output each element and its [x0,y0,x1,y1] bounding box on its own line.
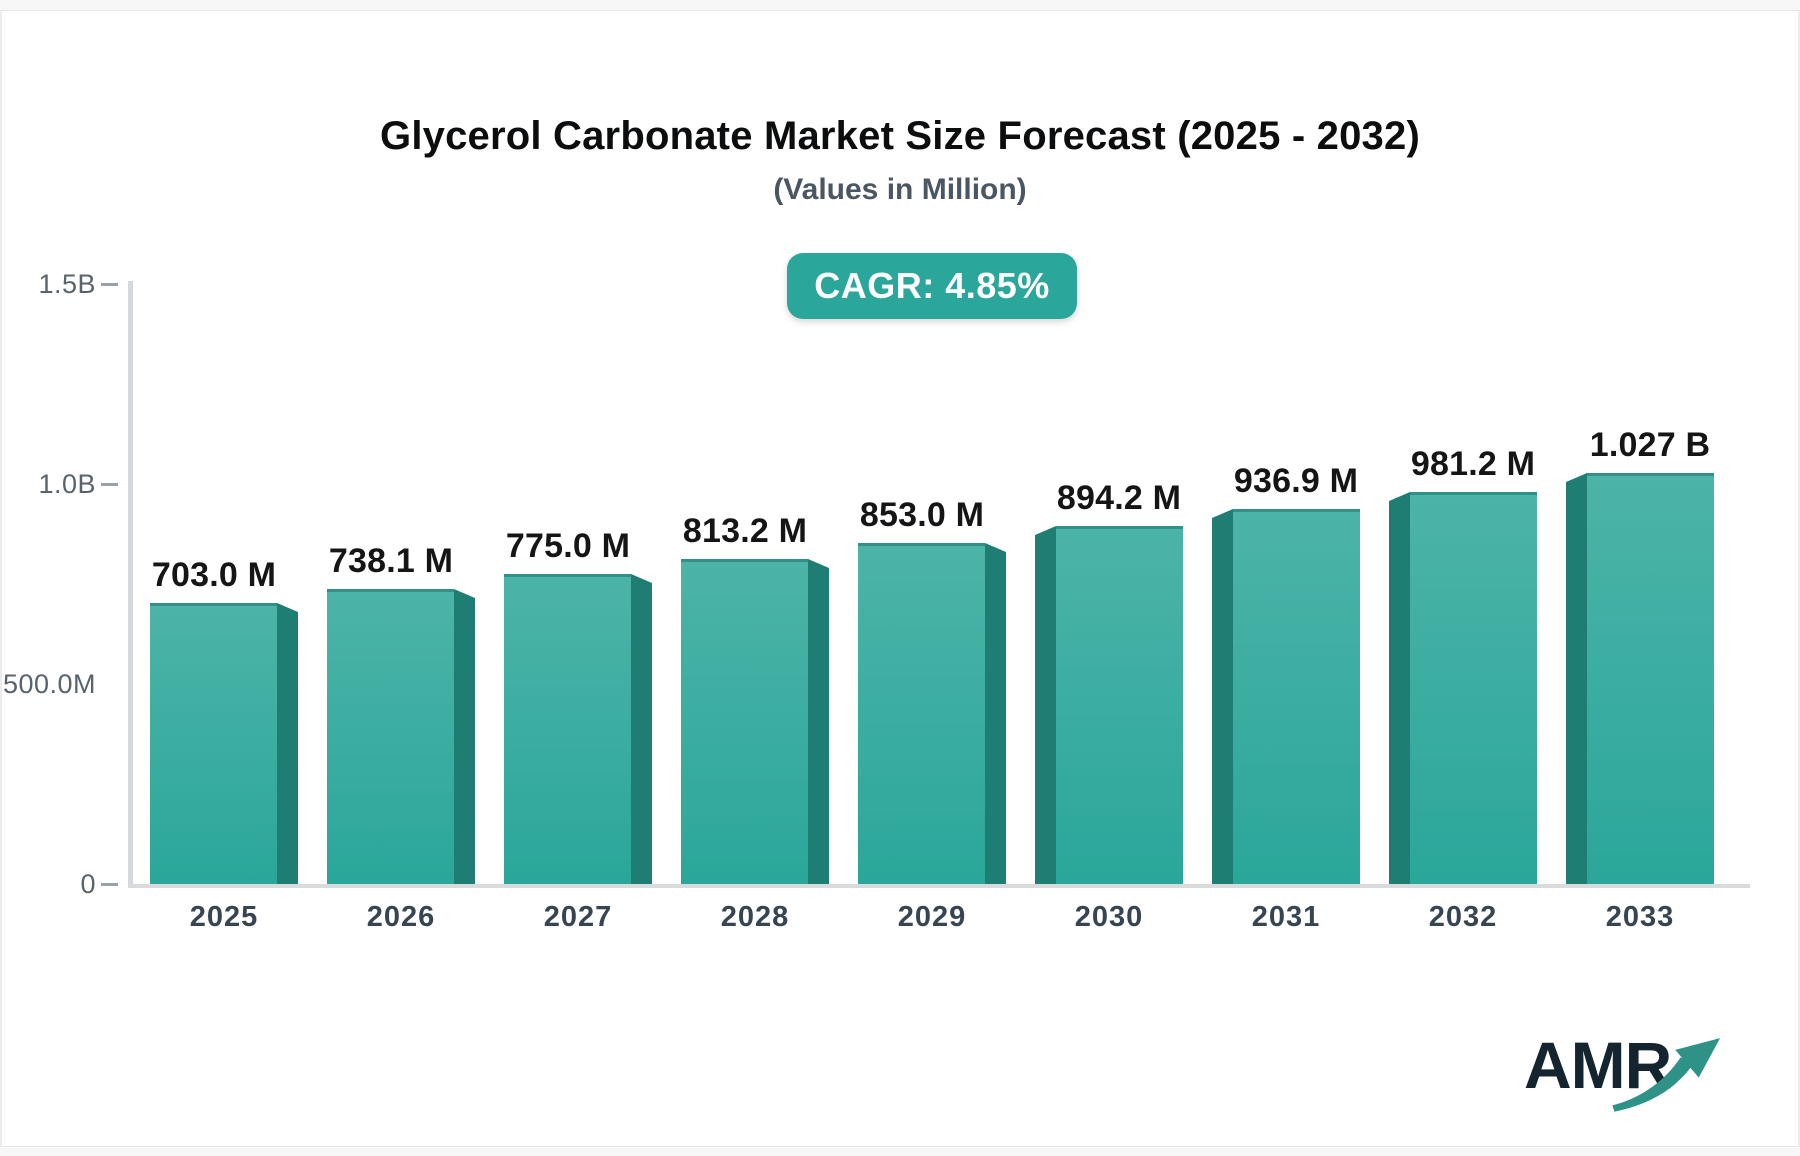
bar-side-face [1212,509,1233,884]
cagr-badge: CAGR: 4.85% [787,253,1077,319]
x-axis-baseline [128,884,1750,888]
bar-front-face [150,603,277,884]
amr-logo: AMR [1524,1030,1734,1116]
x-axis-label-2026: 2026 [366,901,436,933]
growth-arrow-icon [1612,1038,1721,1112]
bar-side-face [808,559,829,884]
bar-side-face [1566,473,1587,884]
bar-side-face [631,574,652,884]
bar-2032 [1389,492,1537,884]
x-axis-label-2031: 2031 [1251,901,1321,933]
value-label-2032: 981.2 M [1410,445,1536,483]
bar-side-face [454,589,475,884]
x-axis-label-2025: 2025 [189,901,259,933]
bar-2033 [1566,473,1714,884]
bar-2025 [150,603,298,884]
x-axis-label-2032: 2032 [1428,901,1498,933]
y-tick-label-1.5B: 1.5B [38,269,96,299]
top-edge-band [0,0,1800,11]
value-label-2026: 738.1 M [328,542,454,580]
chart-subtitle: (Values in Million) [773,173,1027,206]
y-tick-mark-0 [101,883,118,886]
x-axis-label-2027: 2027 [543,901,613,933]
value-label-2031: 936.9 M [1233,462,1359,500]
bar-2027 [504,574,652,884]
x-axis-label-2033: 2033 [1605,901,1675,933]
bar-front-face [1056,526,1183,884]
bar-2028 [681,559,829,884]
value-label-2029: 853.0 M [859,496,985,534]
bar-2031 [1212,509,1360,884]
amr-logo-text: AMR [1524,1028,1672,1102]
bar-front-face [858,543,985,884]
bottom-edge-band [0,1146,1800,1156]
cagr-badge-label: CAGR: 4.85% [814,265,1050,306]
bar-side-face [1035,526,1056,884]
value-label-2030: 894.2 M [1056,479,1182,517]
value-label-2027: 775.0 M [505,527,631,565]
y-tick-label-1.0B: 1.0B [38,469,96,499]
y-tick-label-500.0M: 500.0M [2,669,96,699]
bar-2030 [1035,526,1183,884]
bar-front-face [1410,492,1537,884]
y-tick-mark-1.5B [101,283,118,286]
bar-side-face [985,543,1006,884]
bar-side-face [1389,492,1410,884]
bar-front-face [1233,509,1360,884]
y-tick-mark-1.0B [101,483,118,486]
bar-front-face [327,589,454,884]
value-label-2033: 1.027 B [1589,426,1711,464]
bar-side-face [277,603,298,884]
value-label-2025: 703.0 M [151,556,277,594]
y-tick-label-0: 0 [80,869,96,899]
bar-front-face [681,559,808,884]
x-axis-label-2030: 2030 [1074,901,1144,933]
y-axis-line [128,281,133,888]
bar-front-face [504,574,631,884]
x-axis-label-2028: 2028 [720,901,790,933]
value-label-2028: 813.2 M [682,512,808,550]
chart-title: Glycerol Carbonate Market Size Forecast … [380,114,1420,158]
bar-2026 [327,589,475,884]
bar-2029 [858,543,1006,884]
bar-front-face [1587,473,1714,884]
x-axis-label-2029: 2029 [897,901,967,933]
